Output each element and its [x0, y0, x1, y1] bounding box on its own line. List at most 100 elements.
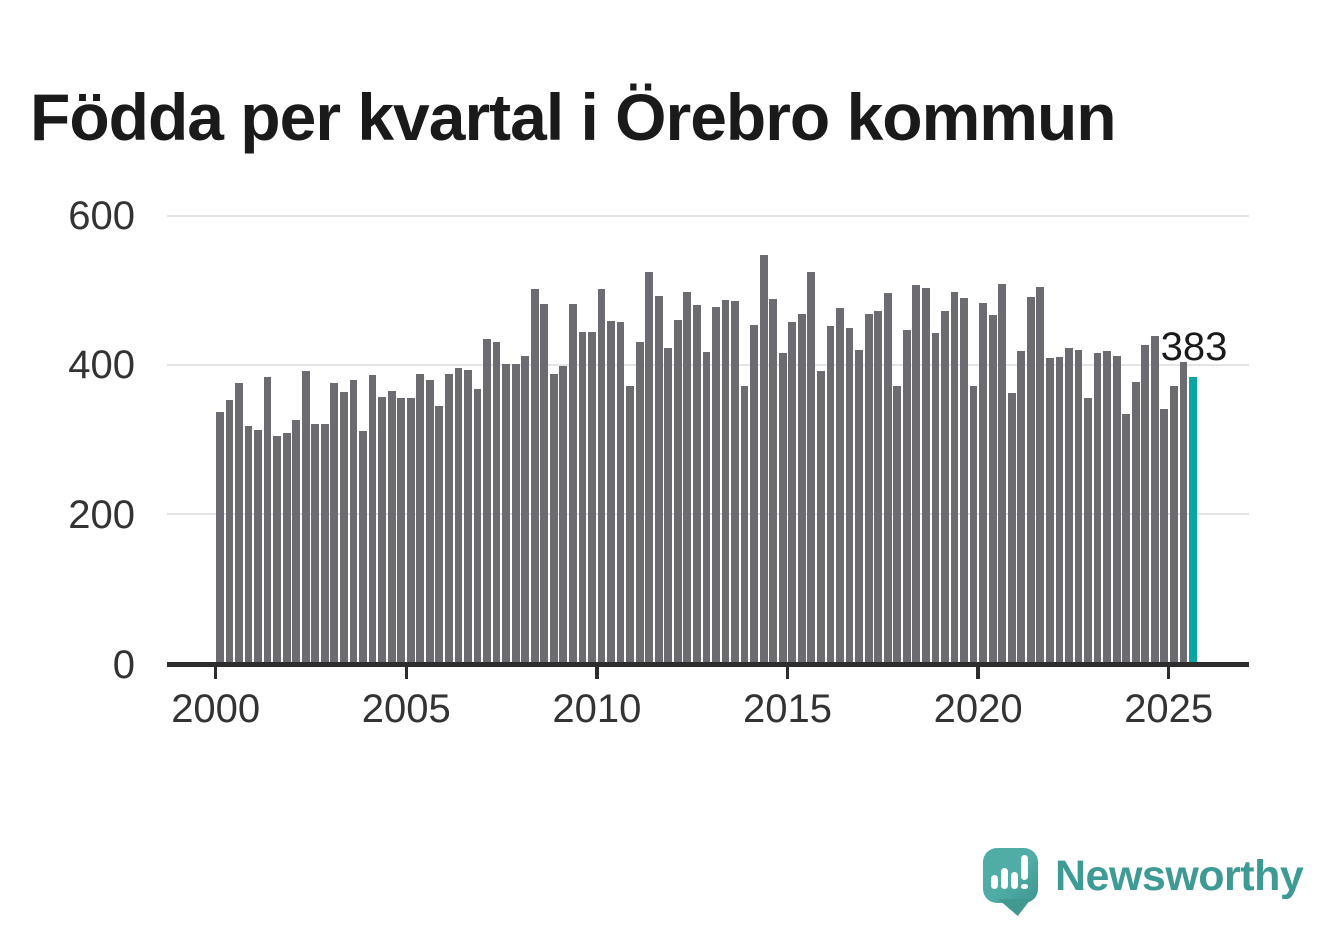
x-tick-label: 2015: [743, 687, 832, 731]
bar: [311, 423, 320, 662]
bar: [712, 306, 720, 662]
bar: [1131, 381, 1140, 662]
y-tick-label: 600: [68, 194, 135, 238]
bar: [778, 352, 787, 662]
bar: [893, 386, 902, 662]
bar: [969, 386, 978, 662]
page-title: Födda per kvartal i Örebro kommun: [30, 80, 1117, 155]
bar: [941, 311, 949, 662]
bar: [1103, 350, 1112, 662]
x-tick-2000: [213, 666, 218, 679]
bar: [1112, 355, 1121, 662]
bar: [292, 419, 301, 662]
bar: [282, 433, 291, 662]
bar: [502, 364, 510, 662]
bar: [473, 389, 482, 662]
bar: [1084, 398, 1092, 662]
bar: [1017, 351, 1026, 662]
bar: [769, 299, 778, 662]
bar: [273, 436, 282, 662]
bar: [998, 283, 1007, 662]
bar: [845, 328, 854, 662]
bar-highlight: [1189, 376, 1197, 662]
bar: [931, 332, 940, 662]
bar: [616, 321, 625, 662]
bar: [397, 398, 406, 662]
logo-exclamation-icon: [1021, 855, 1029, 880]
newsworthy-bubble-icon: [983, 848, 1038, 916]
newsworthy-wordmark: Newsworthy: [1055, 852, 1304, 900]
bar: [1160, 409, 1169, 662]
bar: [988, 314, 997, 662]
bar: [425, 380, 434, 662]
bar: [950, 291, 959, 662]
bar: [654, 296, 663, 662]
x-tick-2010: [595, 666, 599, 679]
bar: [759, 255, 768, 662]
bar: [740, 386, 749, 662]
bar: [263, 376, 272, 662]
x-tick-label: 2025: [1124, 687, 1214, 731]
bar: [1170, 386, 1178, 662]
bar: [235, 382, 243, 662]
x-tick-label: 2005: [361, 687, 451, 731]
bar: [511, 364, 520, 662]
bar: [454, 368, 463, 662]
bar: [750, 325, 759, 662]
y-tick-label: 200: [68, 493, 135, 537]
bar: [979, 302, 987, 662]
bar: [826, 326, 835, 662]
logo-bar-icon: [1011, 871, 1019, 890]
bar: [1150, 335, 1159, 662]
bar: [521, 355, 530, 662]
bar: [1045, 358, 1054, 662]
bar: [387, 390, 396, 662]
bar: [1026, 296, 1035, 662]
bar: [960, 297, 968, 662]
bar: [807, 272, 816, 662]
y-tick-label: 0: [112, 643, 135, 687]
bar: [921, 288, 930, 662]
x-tick-2025: [1166, 666, 1171, 679]
bar: [673, 320, 682, 662]
bar: [444, 374, 453, 662]
bar: [330, 383, 339, 662]
x-tick-label: 2000: [171, 687, 261, 731]
bar: [549, 374, 558, 662]
bar: [483, 339, 491, 662]
bar: [1007, 393, 1016, 662]
bar: [464, 369, 472, 662]
y-tick-label: 400: [68, 343, 135, 387]
bar: [568, 303, 577, 662]
bar: [855, 349, 863, 662]
bar: [225, 399, 234, 662]
bar: [836, 308, 844, 662]
bar: [559, 365, 568, 662]
bar: [731, 301, 739, 662]
bar: [702, 352, 711, 662]
x-tick-2005: [404, 666, 408, 679]
bar: [254, 429, 262, 662]
bar: [340, 392, 348, 662]
bar: [578, 331, 587, 662]
bar: [540, 304, 549, 662]
bar: [693, 305, 701, 662]
bar: [912, 285, 921, 662]
logo-bar-icon: [1001, 867, 1009, 890]
bar: [368, 375, 377, 662]
bar: [797, 314, 806, 662]
bar: [1141, 344, 1150, 662]
logo-bar-icon: [991, 875, 998, 890]
bar: [1055, 356, 1064, 662]
gridline-600: [167, 215, 1249, 217]
bar: [1179, 361, 1188, 662]
bar: [874, 311, 883, 662]
x-tick-label: 2010: [552, 687, 642, 731]
bar: [817, 371, 825, 662]
bar: [301, 371, 310, 662]
bar: [1122, 413, 1131, 662]
bar: [683, 291, 692, 662]
bar: [530, 288, 539, 662]
bar: [864, 314, 873, 662]
bar: [1065, 347, 1073, 662]
